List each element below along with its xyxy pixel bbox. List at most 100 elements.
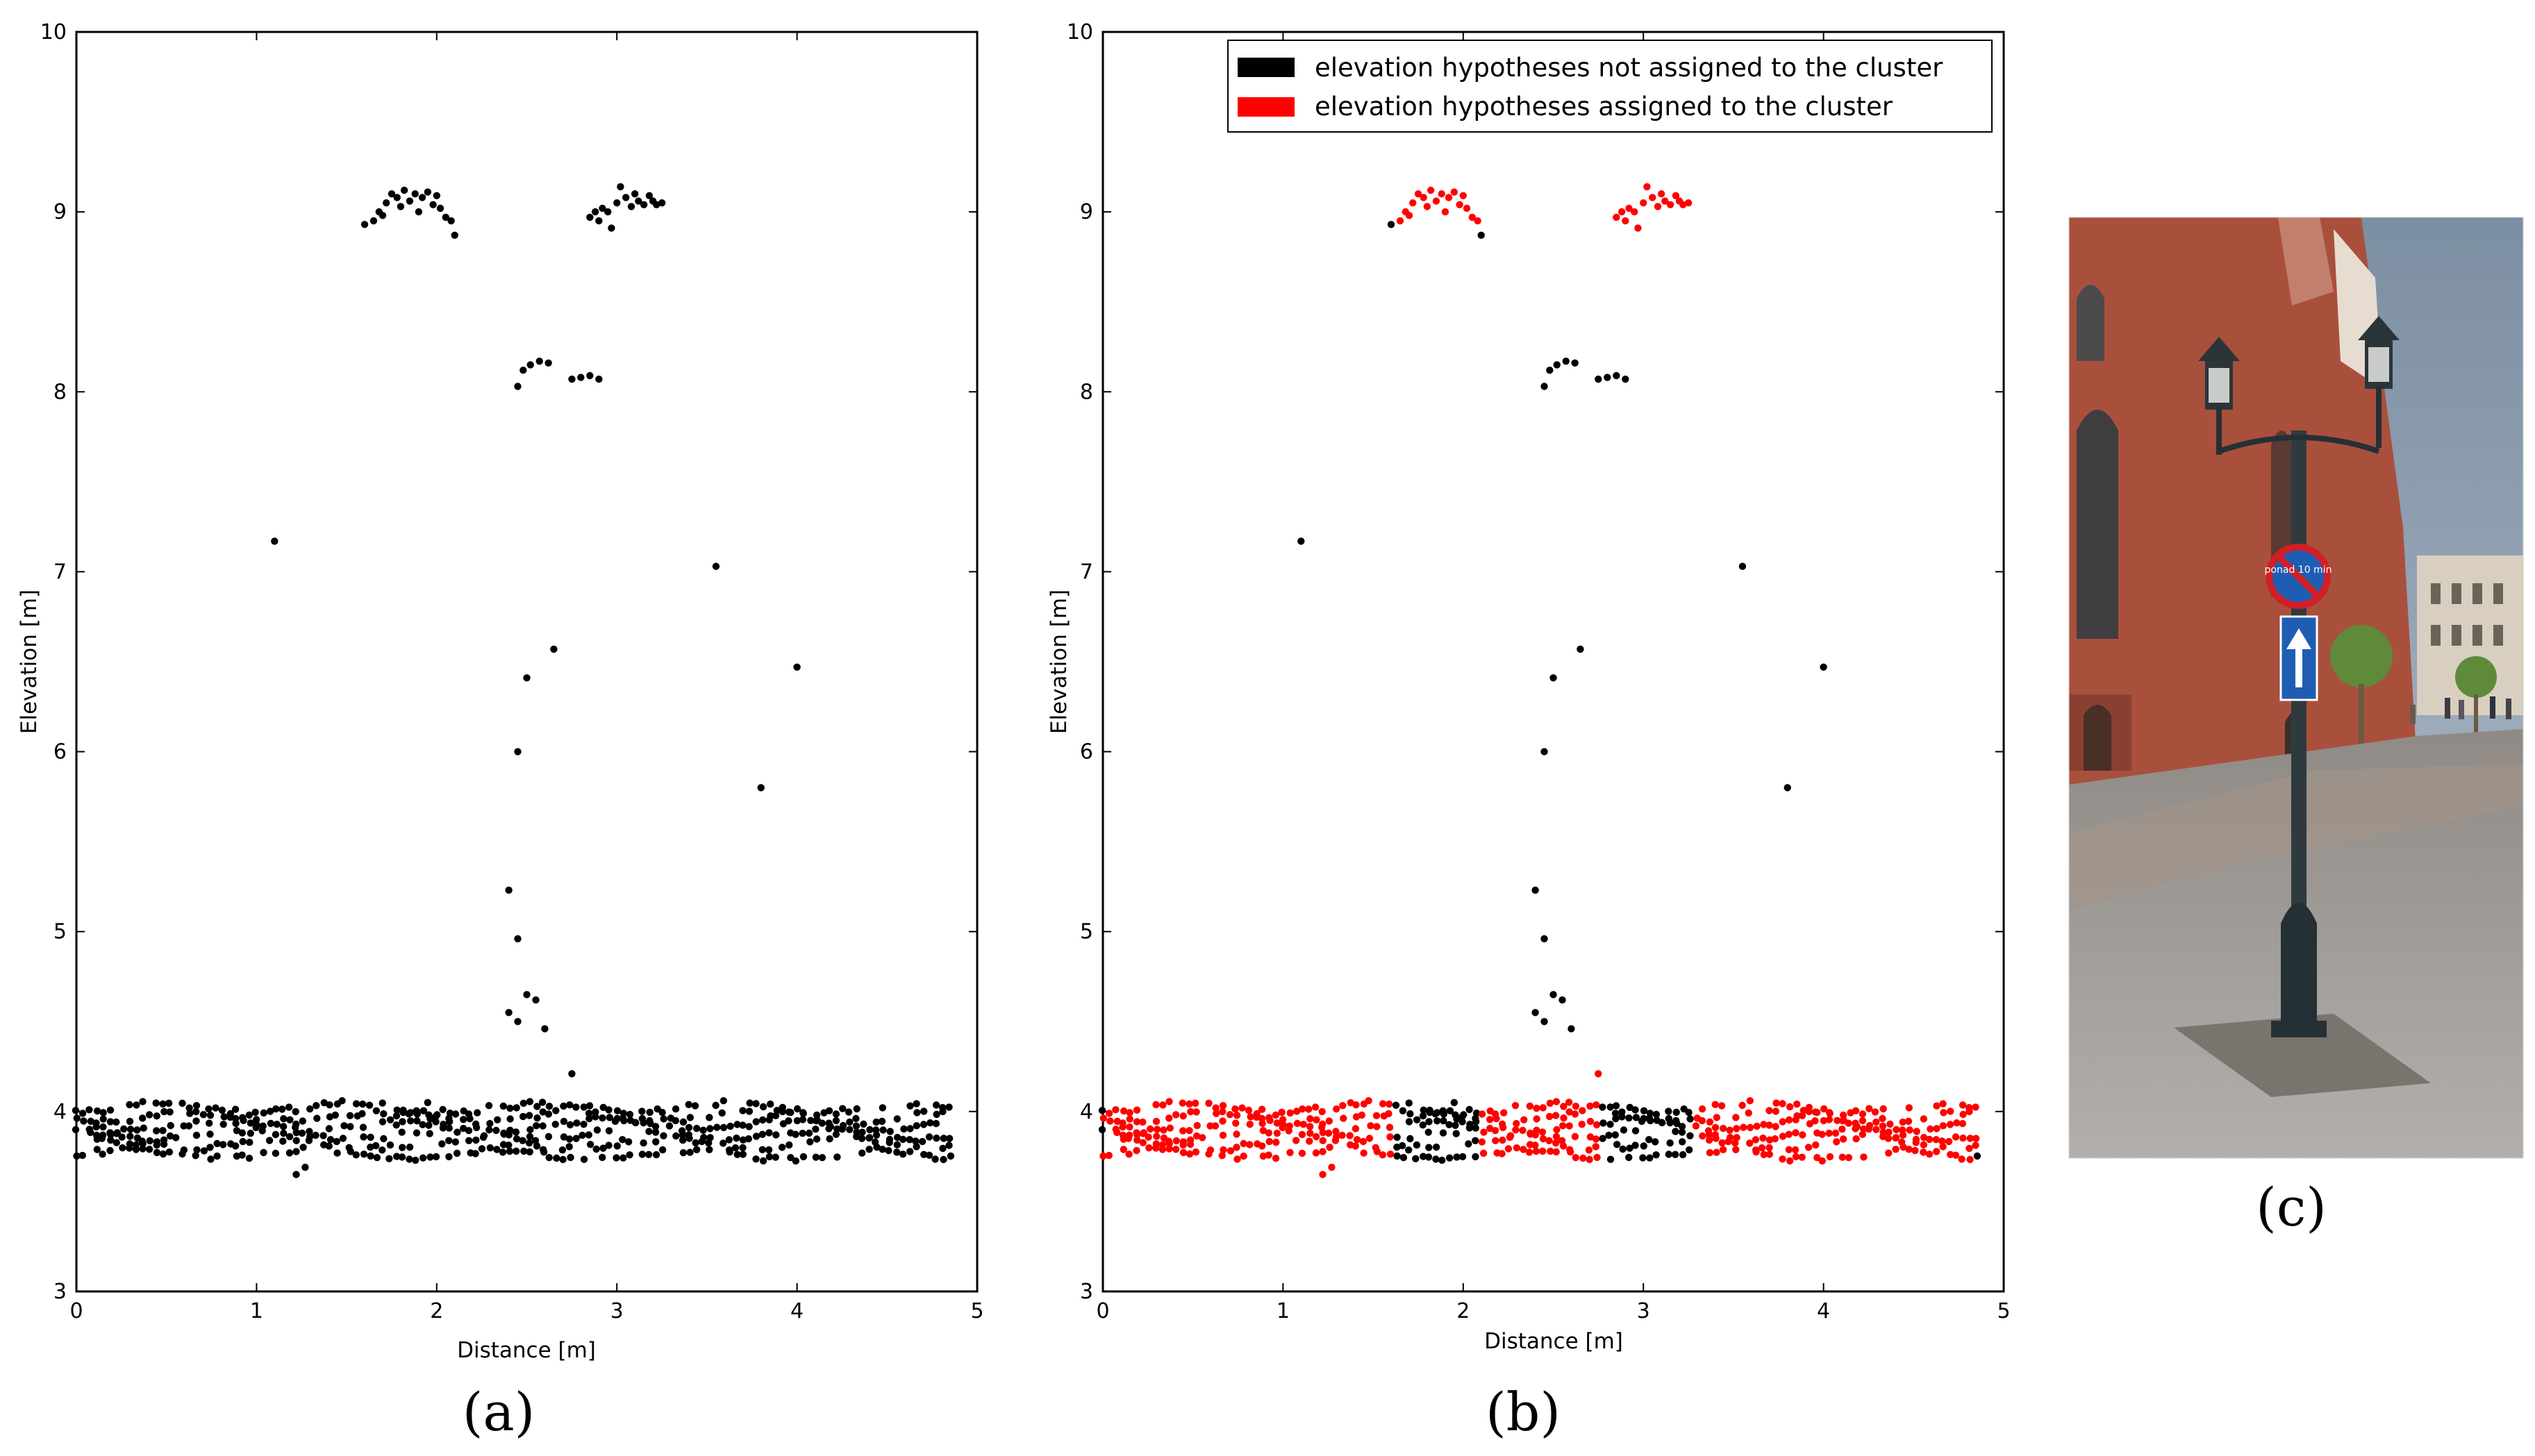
ground-point-assigned [1491,1110,1499,1118]
ground-point [153,1112,160,1120]
ground-point-assigned [1105,1110,1113,1117]
ground-point-assigned [1972,1103,1979,1111]
ground-point [159,1127,167,1135]
ground-point [380,1110,388,1118]
ground-point-assigned [1126,1109,1133,1116]
ground-point [185,1122,193,1130]
ground-point-assigned [1765,1136,1774,1144]
ground-point-assigned [1500,1109,1508,1116]
ground-point [545,1154,553,1162]
ground-point-assigned [1905,1104,1913,1112]
ground-point-assigned [1753,1122,1761,1130]
ground-point [93,1146,101,1153]
ground-point-assigned [1552,1139,1560,1147]
ground-point [145,1146,153,1153]
ground-point-assigned [1760,1150,1768,1159]
ground-point-assigned [1953,1119,1961,1127]
ground-point [185,1104,193,1112]
ground-point-assigned [1539,1135,1547,1143]
ground-point [333,1149,341,1157]
ground-point-assigned [1499,1136,1506,1144]
ground-point [360,1150,368,1158]
crown-point-left [379,212,387,219]
ground-point [560,1117,568,1126]
ground-point-assigned [1279,1121,1287,1129]
isolated-point [532,996,540,1004]
ground-point [1652,1110,1661,1119]
panel-c-label: (c) [2256,1176,2327,1238]
gothic-window [2077,285,2104,361]
ground-point [252,1116,260,1123]
crown-point-left [411,190,419,198]
ground-point [606,1114,613,1121]
ground-point-assigned [1740,1123,1747,1131]
ground-point [306,1105,314,1113]
ground-point [745,1123,753,1130]
ground-point-assigned [1253,1110,1261,1118]
ground-point-assigned [1759,1135,1767,1142]
ground-point [425,1111,433,1119]
isolated-point [550,645,558,653]
isolated-point [523,991,531,998]
ground-point-assigned [1347,1099,1354,1107]
ground-point [126,1140,133,1148]
ground-point [533,1122,540,1130]
ground-point-assigned [1532,1147,1540,1155]
ground-point-assigned [1298,1149,1306,1157]
ground-point [645,1150,653,1159]
ground-point [853,1105,861,1113]
crown-point-right [635,197,642,205]
isolated-point [1553,361,1561,369]
ground-point [398,1153,406,1161]
ground-point-assigned [1233,1155,1241,1163]
ground-point [1646,1110,1654,1117]
ground-point-assigned [1326,1144,1333,1151]
ground-point-assigned [1265,1137,1273,1146]
ground-point-assigned [1479,1149,1488,1157]
ground-point [119,1144,126,1152]
ground-point-assigned [1552,1148,1560,1156]
ground-point [813,1135,821,1143]
ground-point-assigned [1212,1104,1220,1112]
ground-point [239,1114,247,1121]
ground-point [407,1109,415,1116]
ground-point [213,1139,221,1148]
ground-point [752,1155,760,1163]
ground-point [453,1149,461,1157]
ground-point [539,1146,547,1154]
ground-point-assigned [1746,1139,1754,1147]
ground-point [193,1146,201,1154]
ground-point [231,1142,240,1150]
ground-point [432,1153,440,1161]
ground-point-assigned [1365,1135,1374,1142]
ground-point [407,1117,415,1125]
ground-point [219,1141,227,1148]
ground-point-assigned [1133,1136,1141,1144]
ground-point-assigned [1373,1123,1381,1130]
crown-point-right [595,217,603,225]
panel-a-x-axis-label: Distance [m] [457,1338,596,1363]
ground-point-assigned [1826,1153,1834,1161]
ground-point [879,1146,886,1153]
ground-point [519,1137,526,1145]
ground-point-assigned [1199,1134,1206,1141]
ground-point-assigned [1165,1114,1173,1122]
crown-point-right [1618,208,1626,216]
ground-point [706,1146,713,1154]
ground-point [939,1144,947,1153]
ground-point [126,1117,134,1126]
ground-point [752,1100,760,1107]
ground-point-assigned [1232,1119,1240,1127]
y-tick-label: 4 [1080,1100,1093,1124]
ground-point [165,1148,174,1156]
ground-point-assigned [1367,1122,1374,1130]
ground-point-assigned [1218,1152,1226,1160]
ground-point-assigned [1593,1121,1601,1129]
ground-point [1406,1110,1414,1118]
ground-point [1419,1121,1427,1129]
ground-point-assigned [1565,1122,1573,1130]
ground-point [292,1148,300,1155]
ground-point [153,1148,161,1157]
ground-point [206,1130,214,1138]
ground-point [818,1154,826,1162]
